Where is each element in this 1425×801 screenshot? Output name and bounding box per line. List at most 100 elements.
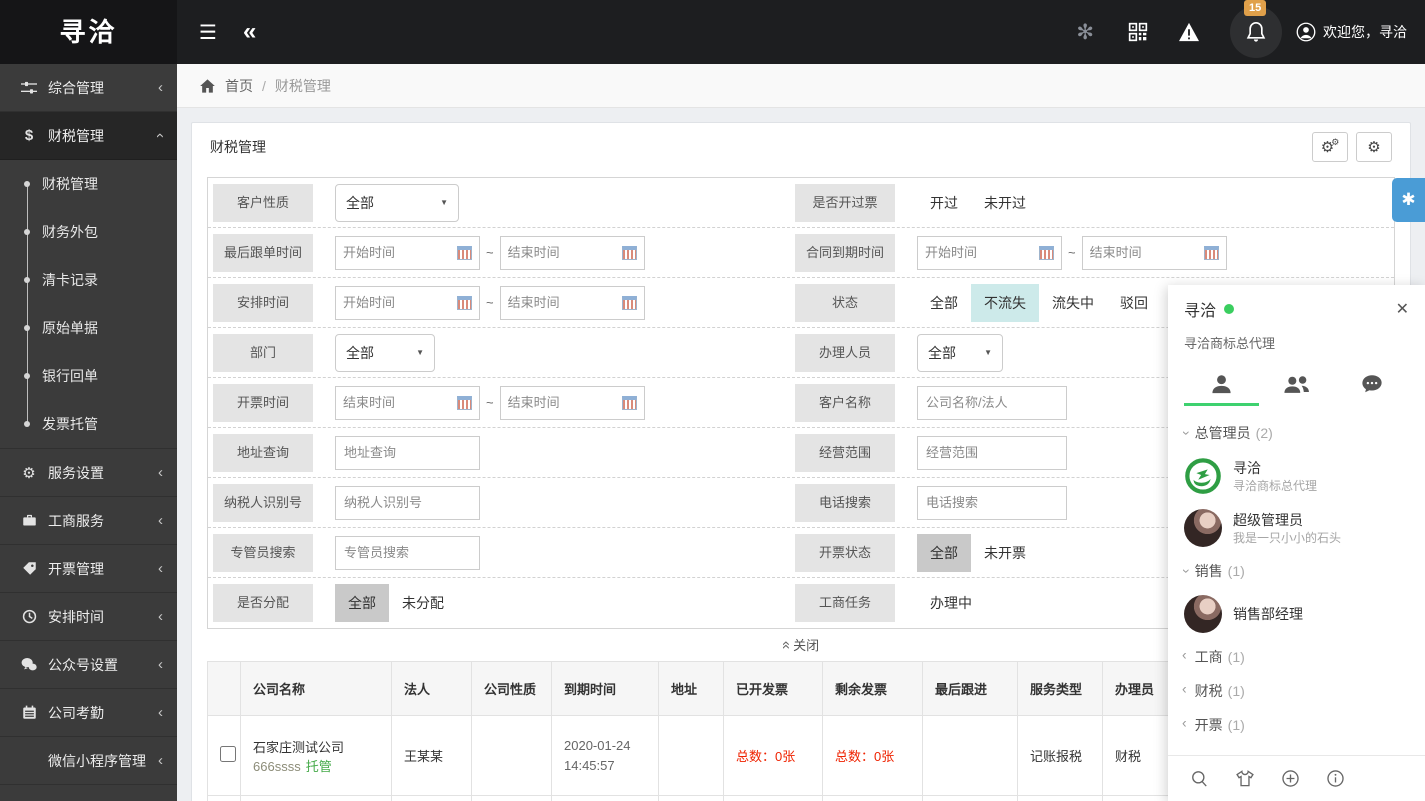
- option-invoice-status-none[interactable]: 未开票: [971, 533, 1039, 572]
- calendar-icon[interactable]: [621, 295, 637, 310]
- contract-expire-end-input[interactable]: [1081, 235, 1227, 270]
- breadcrumb-home[interactable]: 首页: [225, 77, 253, 94]
- schedule-end-input[interactable]: [499, 285, 645, 320]
- taxpayer-id-input[interactable]: [335, 485, 480, 520]
- calendar-icon[interactable]: [1039, 245, 1054, 260]
- address-query-input[interactable]: [335, 435, 480, 470]
- chevron-up-icon: ‹: [152, 133, 169, 138]
- warning-icon[interactable]: [1178, 22, 1200, 42]
- handler-select[interactable]: 全部 ▼: [917, 333, 1003, 372]
- submenu-item-card-clear-records[interactable]: 清卡记录: [0, 256, 177, 304]
- col-service-type: 服务类型: [1017, 661, 1103, 716]
- calendar-icon[interactable]: [621, 245, 637, 260]
- close-icon[interactable]: ✕: [1395, 301, 1409, 318]
- collapse-sidebar-icon[interactable]: «: [242, 18, 256, 45]
- last-follow-end-input[interactable]: [499, 235, 645, 270]
- gear-mini-icon: ⚙: [1331, 137, 1340, 147]
- tab-groups[interactable]: [1259, 362, 1334, 406]
- filter-label-phone-search: 电话搜索: [795, 483, 895, 522]
- option-invoiced[interactable]: 开过: [917, 183, 971, 222]
- sidebar-item-general[interactable]: 综合管理 ‹: [0, 64, 177, 112]
- settings-gears-button[interactable]: ⚙ ⚙: [1312, 132, 1348, 162]
- tab-messages[interactable]: [1334, 362, 1409, 406]
- group-sales[interactable]: ‹ 销售 (1): [1176, 563, 1245, 579]
- calendar-icon[interactable]: [1203, 245, 1219, 260]
- sidebar-item-finance-tax[interactable]: $ 财税管理 ‹: [0, 112, 177, 160]
- option-invoice-status-all[interactable]: 全部: [917, 533, 971, 572]
- settings-gear-button[interactable]: ⚙: [1356, 132, 1392, 162]
- menu-icon[interactable]: ☰: [199, 21, 217, 44]
- contact-name: 销售部经理: [1233, 605, 1303, 622]
- welcome-text: 欢迎您，寻洽: [1323, 24, 1407, 40]
- info-icon[interactable]: [1326, 769, 1345, 788]
- contract-expire-start-input[interactable]: [917, 235, 1062, 270]
- option-status-all[interactable]: 全部: [917, 283, 971, 322]
- customer-nature-select[interactable]: 全部 ▼: [335, 183, 459, 222]
- submenu-item-bank-receipts[interactable]: 银行回单: [0, 352, 177, 400]
- dollar-icon: $: [24, 127, 34, 144]
- filter-row: 纳税人识别号 电话搜索: [208, 478, 1394, 528]
- contact-item[interactable]: 超级管理员 我是一只小小的石头: [1168, 502, 1425, 554]
- user-menu[interactable]: 欢迎您，寻洽: [1296, 22, 1407, 42]
- invoices-issued-cell: 总数：0张: [723, 715, 823, 796]
- schedule-start-input[interactable]: [335, 285, 480, 320]
- calendar-icon[interactable]: [457, 395, 472, 410]
- sidebar-item-wechat-miniprogram[interactable]: 微信小程序管理 ‹: [0, 737, 177, 785]
- sidebar-item-invoicing-mgmt[interactable]: 开票管理 ‹: [0, 545, 177, 593]
- calendar-icon[interactable]: [457, 295, 472, 310]
- supervisor-search-input[interactable]: [335, 535, 480, 570]
- qr-code-icon[interactable]: [1128, 22, 1148, 42]
- sidebar-item-attendance[interactable]: 公司考勤 ‹: [0, 689, 177, 737]
- filter-row: 专管员搜索 开票状态 全部 未开票: [208, 528, 1394, 578]
- calendar-icon[interactable]: [621, 395, 637, 410]
- floating-settings-button[interactable]: ✱: [1392, 178, 1425, 222]
- group-business[interactable]: › 工商 (1): [1182, 649, 1245, 665]
- customer-name-input[interactable]: [917, 385, 1067, 420]
- submenu-item-original-documents[interactable]: 原始单据: [0, 304, 177, 352]
- option-status-not-lost[interactable]: 不流失: [971, 283, 1039, 322]
- option-unassigned[interactable]: 未分配: [389, 584, 457, 622]
- row-checkbox[interactable]: [220, 746, 236, 762]
- submenu-item-finance-tax-mgmt[interactable]: 财税管理: [0, 160, 177, 208]
- sidebar-item-business-services[interactable]: 工商服务 ‹: [0, 497, 177, 545]
- sidebar-item-service-settings[interactable]: ⚙ 服务设置 ‹: [0, 449, 177, 497]
- filter-row: 地址查询 经营范围: [208, 428, 1394, 478]
- filter-row: 安排时间 ~ 状态 全部 不流失 流失中 驳回 注销中: [208, 278, 1394, 328]
- submenu-item-invoice-custody[interactable]: 发票托管: [0, 400, 177, 448]
- option-assigned-all[interactable]: 全部: [335, 584, 389, 622]
- sidebar-item-schedule-time[interactable]: 安排时间 ‹: [0, 593, 177, 641]
- option-task-processing[interactable]: 办理中: [917, 584, 985, 622]
- invoice-end-input[interactable]: [499, 385, 645, 420]
- calendar-icon[interactable]: [457, 245, 472, 260]
- company-name[interactable]: 石家庄测试公司: [253, 739, 345, 755]
- add-icon[interactable]: [1281, 769, 1300, 788]
- chevron-down-icon: ‹: [1176, 430, 1193, 436]
- search-icon[interactable]: [1190, 769, 1209, 788]
- option-status-rejected[interactable]: 驳回: [1107, 283, 1161, 322]
- contact-item[interactable]: 销售部经理: [1168, 588, 1425, 640]
- group-finance[interactable]: › 财税 (1): [1182, 683, 1245, 699]
- sidebar-item-official-account[interactable]: 公众号设置 ‹: [0, 641, 177, 689]
- option-status-losing[interactable]: 流失中: [1039, 283, 1107, 322]
- service-type-cell: 记账报税: [1017, 715, 1103, 796]
- filter-row: 客户性质 全部 ▼ 是否开过票 开过 未开过: [208, 178, 1394, 228]
- contact-item[interactable]: 寻洽 寻洽商标总代理: [1168, 450, 1425, 502]
- breadcrumb-current: 财税管理: [274, 77, 331, 94]
- last-follow-start-input[interactable]: [335, 235, 480, 270]
- finance-tax-submenu: 财税管理 财务外包 清卡记录 原始单据 银行回单 发票托管: [0, 160, 177, 449]
- tab-contacts[interactable]: [1184, 362, 1259, 406]
- business-scope-input[interactable]: [917, 435, 1067, 470]
- filter-label-invoice-time: 开票时间: [213, 383, 313, 422]
- invoice-start-input[interactable]: [335, 385, 480, 420]
- notifications-button[interactable]: 15: [1230, 0, 1282, 58]
- phone-search-input[interactable]: [917, 485, 1067, 520]
- top-navbar: 寻洽 ☰ « ✻ 15 欢迎您，寻洽: [0, 0, 1425, 64]
- group-invoicing[interactable]: › 开票 (1): [1182, 717, 1245, 733]
- chat-dots-icon: [1361, 375, 1382, 393]
- department-select[interactable]: 全部 ▼: [335, 333, 435, 372]
- option-not-invoiced[interactable]: 未开过: [971, 183, 1039, 222]
- submenu-item-finance-outsourcing[interactable]: 财务外包: [0, 208, 177, 256]
- shirt-icon[interactable]: [1235, 769, 1255, 788]
- collapse-filters-toggle[interactable]: « 关闭: [777, 637, 820, 653]
- group-super-admin[interactable]: ‹ 总管理员 (2): [1176, 425, 1273, 441]
